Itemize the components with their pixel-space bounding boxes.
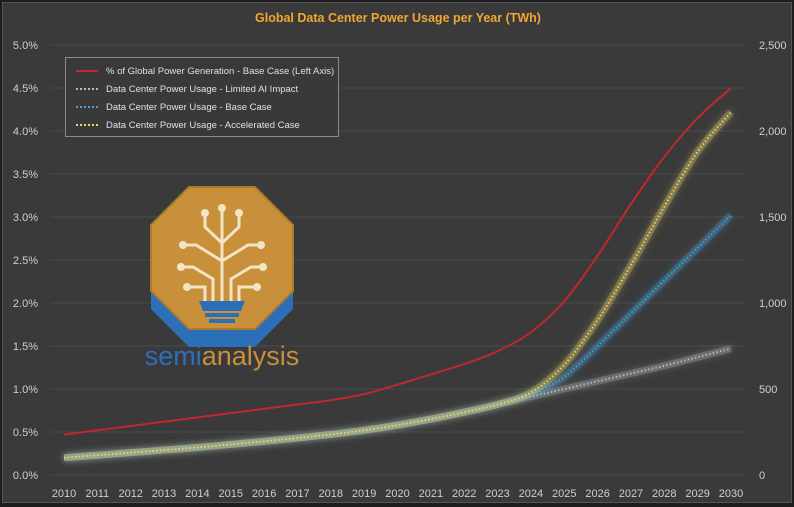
series-line xyxy=(63,111,732,459)
x-tick-label: 2019 xyxy=(352,488,376,500)
left-tick-label: 4.5% xyxy=(13,83,38,95)
x-tick-label: 2026 xyxy=(585,488,609,500)
left-tick-label: 4.0% xyxy=(13,126,38,138)
right-axis-ticks: 0 500 1,000 1,500 2,000 2,500 xyxy=(759,40,787,482)
right-tick-label: 1,500 xyxy=(759,212,787,224)
x-tick-label: 2010 xyxy=(52,488,76,500)
x-tick-label: 2015 xyxy=(219,488,243,500)
left-tick-label: 3.5% xyxy=(13,169,38,181)
legend-label: Data Center Power Usage - Accelerated Ca… xyxy=(106,119,300,131)
x-tick-label: 2025 xyxy=(552,488,576,500)
chart-title: Global Data Center Power Usage per Year … xyxy=(255,11,541,25)
x-tick-label: 2030 xyxy=(719,488,743,500)
x-tick-label: 2021 xyxy=(419,488,443,500)
x-tick-label: 2029 xyxy=(685,488,709,500)
x-tick-label: 2012 xyxy=(118,488,142,500)
x-tick-label: 2018 xyxy=(319,488,343,500)
right-tick-label: 0 xyxy=(759,470,765,482)
left-tick-label: 2.5% xyxy=(13,255,38,267)
x-tick-label: 2020 xyxy=(385,488,409,500)
right-tick-label: 500 xyxy=(759,384,777,396)
left-tick-label: 0.5% xyxy=(13,427,38,439)
right-tick-label: 2,000 xyxy=(759,126,787,138)
x-tick-label: 2028 xyxy=(652,488,676,500)
series-line xyxy=(63,87,732,436)
legend-label: Data Center Power Usage - Limited AI Imp… xyxy=(106,83,299,95)
legend-swatch xyxy=(76,88,98,90)
left-tick-label: 5.0% xyxy=(13,40,38,52)
semianalysis-logo: semianalysis xyxy=(145,186,300,371)
x-tick-label: 2027 xyxy=(619,488,643,500)
x-tick-label: 2024 xyxy=(519,488,543,500)
legend-swatch xyxy=(76,70,98,72)
x-tick-label: 2023 xyxy=(485,488,509,500)
legend-swatch xyxy=(76,124,98,126)
x-tick-label: 2011 xyxy=(86,488,110,500)
series-line xyxy=(63,214,732,459)
right-tick-label: 1,000 xyxy=(759,298,787,310)
legend-item: % of Global Power Generation - Base Case… xyxy=(66,63,334,79)
x-tick-label: 2013 xyxy=(152,488,176,500)
legend-label: Data Center Power Usage - Base Case xyxy=(106,101,272,113)
legend-item: Data Center Power Usage - Accelerated Ca… xyxy=(66,117,300,133)
series-layer xyxy=(63,87,734,462)
left-tick-label: 1.0% xyxy=(13,384,38,396)
left-tick-label: 3.0% xyxy=(13,212,38,224)
chart-legend: % of Global Power Generation - Base Case… xyxy=(65,57,339,137)
legend-item: Data Center Power Usage - Limited AI Imp… xyxy=(66,81,298,97)
x-tick-label: 2016 xyxy=(252,488,276,500)
legend-item: Data Center Power Usage - Base Case xyxy=(66,99,272,115)
legend-swatch xyxy=(76,106,98,108)
svg-text:semianalysis: semianalysis xyxy=(145,341,300,371)
x-tick-label: 2022 xyxy=(452,488,476,500)
left-tick-label: 2.0% xyxy=(13,298,38,310)
x-tick-label: 2014 xyxy=(185,488,209,500)
chart-canvas: Global Data Center Power Usage per Year … xyxy=(13,11,787,500)
x-axis-ticks: 2010 2011 2012 2013 2014 2015 2016 2017 2018 2019… xyxy=(52,488,743,500)
left-tick-label: 1.5% xyxy=(13,341,38,353)
left-axis-ticks: 0.0% 0.5% 1.0% 1.5% 2.0% 2.5% 3.0% 3.5% 4.0% 4.5%… xyxy=(13,40,38,482)
right-tick-label: 2,500 xyxy=(759,40,787,52)
x-tick-label: 2017 xyxy=(285,488,309,500)
legend-label: % of Global Power Generation - Base Case… xyxy=(106,65,335,77)
left-tick-label: 0.0% xyxy=(13,470,38,482)
